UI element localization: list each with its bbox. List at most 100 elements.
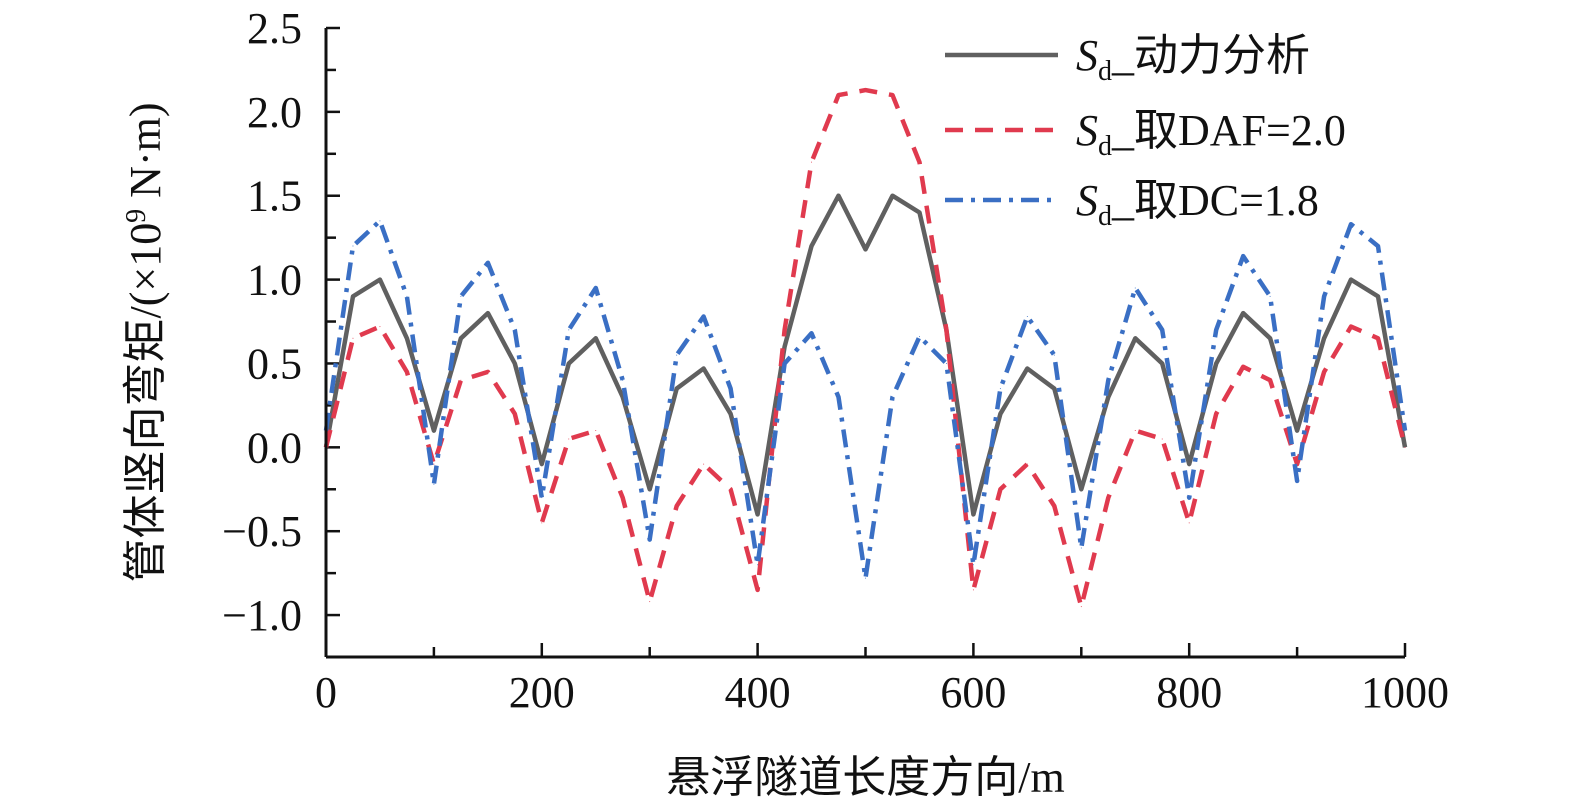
data-point <box>838 195 840 197</box>
data-point <box>1161 362 1163 364</box>
series-line-2 <box>323 87 1408 609</box>
data-point <box>1296 480 1298 482</box>
data-point <box>865 248 866 250</box>
data-point <box>1026 463 1028 465</box>
data-point <box>891 396 893 398</box>
data-point <box>1134 430 1136 432</box>
data-point <box>1215 413 1217 415</box>
data-point <box>622 379 624 381</box>
data-point <box>1377 245 1379 247</box>
data-point <box>406 337 408 339</box>
data-point <box>406 371 408 373</box>
data-point <box>1350 279 1352 281</box>
y-tick-label: −0.5 <box>222 507 302 556</box>
data-point <box>595 430 597 432</box>
data-point <box>891 94 893 96</box>
data-point <box>1377 295 1379 297</box>
data-point <box>1026 316 1028 318</box>
data-point <box>595 287 597 289</box>
data-point <box>541 463 543 465</box>
data-point <box>622 497 624 499</box>
series-points-3 <box>325 220 1406 579</box>
data-point <box>433 430 435 432</box>
x-tick-label: 200 <box>509 668 575 717</box>
data-point <box>1053 354 1055 356</box>
data-point <box>730 388 732 390</box>
series-line-1 <box>323 193 1408 517</box>
data-point <box>568 438 570 440</box>
x-tick-label: 1000 <box>1361 668 1449 717</box>
x-tick-label: 0 <box>315 668 337 717</box>
data-point <box>433 463 435 465</box>
data-point <box>1080 488 1082 490</box>
data-point <box>972 589 974 591</box>
data-point <box>649 539 651 541</box>
data-point <box>1242 312 1244 314</box>
series-points-2 <box>325 89 1406 608</box>
data-point <box>352 337 354 339</box>
data-point <box>1053 388 1055 390</box>
series-layer <box>323 87 1408 609</box>
data-point <box>1215 329 1217 331</box>
data-point <box>838 94 840 96</box>
data-point <box>676 354 678 356</box>
data-point <box>945 329 947 331</box>
data-point <box>1107 396 1109 398</box>
data-point <box>1188 463 1190 465</box>
data-point <box>1404 430 1406 432</box>
data-point <box>1269 295 1271 297</box>
data-point <box>1350 223 1352 225</box>
x-axis-title: 悬浮隧道长度方向/m <box>666 753 1064 802</box>
data-point <box>865 89 866 91</box>
data-point <box>568 329 570 331</box>
x-tick-label: 400 <box>725 668 791 717</box>
y-axis-title-superscript: 9 <box>121 209 152 223</box>
data-point <box>1161 329 1163 331</box>
data-point <box>1188 497 1190 499</box>
data-point <box>1377 337 1379 339</box>
data-point <box>1242 255 1244 257</box>
data-point <box>676 388 678 390</box>
legend: Sd_动力分析 Sd_取DAF=2.0 Sd_取DC=1.8 <box>945 31 1346 232</box>
data-point <box>1323 337 1325 339</box>
data-point <box>1350 326 1352 328</box>
data-point <box>676 505 678 507</box>
ticks-layer: 0 200 400 600 800 1000 −1.0 −0.5 0.0 0.5 1.0 1.5 2.0… <box>222 4 1449 717</box>
data-point <box>945 362 947 364</box>
data-point <box>1134 287 1136 289</box>
data-point <box>1242 366 1244 368</box>
data-point <box>972 564 974 566</box>
data-point <box>541 497 543 499</box>
y-tick-label: 1.5 <box>247 172 302 221</box>
data-point <box>1053 505 1055 507</box>
data-point <box>352 295 354 297</box>
data-point <box>1323 371 1325 373</box>
y-axis-title-tail: N·m) <box>121 102 170 208</box>
data-point <box>514 413 516 415</box>
y-tick-label: 2.0 <box>247 88 302 137</box>
data-point <box>487 312 489 314</box>
data-point <box>460 337 462 339</box>
data-point <box>1269 379 1271 381</box>
data-point <box>379 220 381 222</box>
data-point <box>649 601 651 603</box>
data-point <box>703 316 705 318</box>
data-point <box>379 326 381 328</box>
data-point <box>703 463 705 465</box>
data-point <box>757 589 759 591</box>
data-point <box>460 295 462 297</box>
data-point <box>811 332 813 334</box>
data-point <box>1188 522 1190 524</box>
legend-label: Sd_取DAF=2.0 <box>1076 106 1346 162</box>
data-point <box>487 262 489 264</box>
data-point <box>918 161 920 163</box>
data-point <box>568 362 570 364</box>
data-point <box>379 279 381 281</box>
data-point <box>1269 337 1271 339</box>
x-tick-label: 600 <box>940 668 1006 717</box>
data-point <box>622 396 624 398</box>
data-point <box>730 413 732 415</box>
y-tick-label: 0.0 <box>247 423 302 472</box>
data-point <box>811 161 813 163</box>
